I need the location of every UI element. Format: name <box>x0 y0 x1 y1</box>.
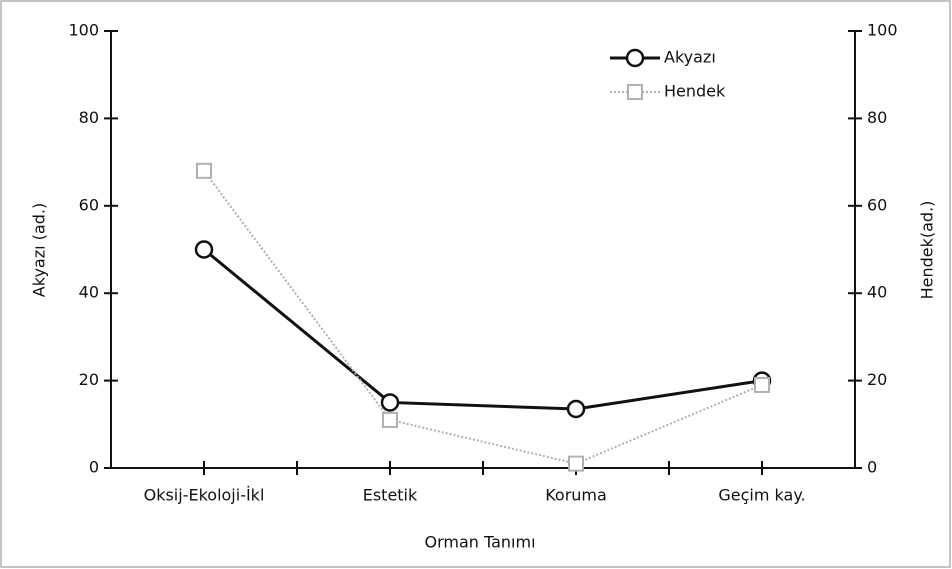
y2-axis-label: Hendek(ad.) <box>918 201 937 300</box>
point <box>568 455 584 472</box>
point <box>754 376 770 393</box>
x-tick-label: Estetik <box>363 486 418 505</box>
x-tick-label: Koruma <box>545 486 607 505</box>
point <box>380 393 400 412</box>
y-axis-label: Akyazı (ad.) <box>30 203 49 297</box>
point <box>382 411 398 428</box>
point <box>194 240 214 259</box>
y2-tick-label: 0 <box>867 458 877 477</box>
y-tick-label: 60 <box>79 195 99 214</box>
legend-marker <box>625 48 645 68</box>
x-tick-label: Geçim kay. <box>718 486 805 505</box>
series-line <box>203 248 763 411</box>
y2-tick-label: 80 <box>867 108 887 127</box>
y2-tick-label: 60 <box>867 195 887 214</box>
x-axis-label: Orman Tanımı <box>424 533 535 552</box>
legend-label: Akyazı <box>664 48 716 67</box>
x-tick-label: Oksij-Ekoloji-İkl <box>144 486 265 505</box>
legend-label: Hendek <box>664 82 726 101</box>
y2-tick-label: 100 <box>867 21 898 40</box>
point <box>196 162 212 179</box>
point <box>566 399 586 419</box>
y-tick-label: 100 <box>68 21 99 40</box>
legend-marker <box>627 84 643 100</box>
y-tick-label: 80 <box>79 108 99 127</box>
y-tick-label: 40 <box>79 283 99 302</box>
y2-tick-label: 20 <box>867 370 887 389</box>
y-tick-label: 0 <box>89 458 99 477</box>
y2-tick-label: 40 <box>867 283 887 302</box>
y-tick-label: 20 <box>79 370 99 389</box>
